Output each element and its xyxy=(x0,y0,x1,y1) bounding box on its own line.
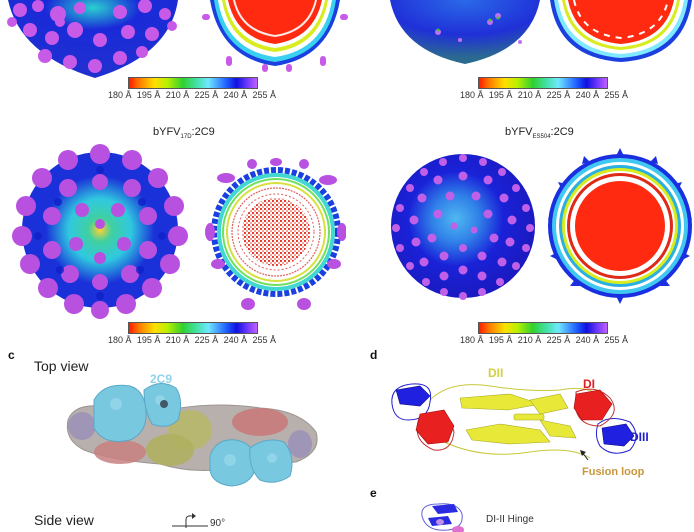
title-suffix: :2C9 xyxy=(550,126,574,138)
byfv-es504-colorbar-ticks: 180 Å 195 Å 210 Å 225 Å 240 Å 255 Å xyxy=(460,335,628,345)
tick: 240 Å xyxy=(575,90,600,100)
byfv-es504-surface-map xyxy=(388,146,538,306)
row1-right-colorbar xyxy=(478,77,608,89)
top-view-label: Top view xyxy=(34,358,89,374)
domain-label-dii: DII xyxy=(488,366,504,380)
row1-right-colorbar-ticks: 180 Å 195 Å 210 Å 225 Å 240 Å 255 Å xyxy=(460,90,628,100)
tick: 225 Å xyxy=(194,90,219,100)
top-view-density-map xyxy=(60,380,322,490)
antibody-2c9-label: 2C9 xyxy=(150,372,173,386)
tick: 195 Å xyxy=(136,335,161,345)
byfv-es504-cross-section xyxy=(546,148,694,304)
row1-left-surface-map xyxy=(0,0,185,80)
hinge-label: DI-II Hinge xyxy=(486,514,534,525)
side-view-label: Side view xyxy=(34,512,94,528)
panel-title-byfv-es504: bYFVES504:2C9 xyxy=(505,126,574,140)
tick: 180 Å xyxy=(460,335,484,345)
byfv-17d-colorbar-ticks: 180 Å 195 Å 210 Å 225 Å 240 Å 255 Å xyxy=(108,335,276,345)
title-main: bYFV xyxy=(505,126,533,138)
e-protein-dimer-ribbon xyxy=(390,380,640,466)
tick: 180 Å xyxy=(108,90,132,100)
tick: 240 Å xyxy=(223,335,248,345)
title-suffix: :2C9 xyxy=(191,126,215,138)
row1-left-colorbar-ticks: 180 Å 195 Å 210 Å 225 Å 240 Å 255 Å xyxy=(108,90,276,100)
tick: 225 Å xyxy=(194,335,219,345)
byfv-17d-surface-map xyxy=(8,140,192,320)
tick: 240 Å xyxy=(575,335,600,345)
byfv-17d-cross-section xyxy=(196,140,346,320)
byfv-es504-colorbar xyxy=(478,322,608,334)
fusion-loop-label: Fusion loop xyxy=(582,466,645,478)
tick: 255 Å xyxy=(604,90,628,100)
tick: 210 Å xyxy=(517,335,542,345)
tick: 210 Å xyxy=(517,90,542,100)
tick: 225 Å xyxy=(546,335,571,345)
tick: 225 Å xyxy=(546,90,571,100)
hinge-ribbon-structure xyxy=(418,502,478,532)
title-subscript: 17D xyxy=(180,134,192,141)
tick: 255 Å xyxy=(252,335,276,345)
tick: 195 Å xyxy=(136,90,161,100)
tick: 255 Å xyxy=(252,90,276,100)
tick: 195 Å xyxy=(488,90,513,100)
panel-letter-e: e xyxy=(370,486,377,500)
domain-label-di: DI xyxy=(583,377,595,391)
tick: 180 Å xyxy=(460,90,484,100)
panel-letter-d: d xyxy=(370,348,378,362)
row1-right-surface-map xyxy=(390,0,540,66)
title-main: bYFV xyxy=(153,126,181,138)
tick: 240 Å xyxy=(223,90,248,100)
tick: 210 Å xyxy=(165,335,190,345)
domain-label-diii: DIII xyxy=(630,430,649,444)
rotation-arrow-icon xyxy=(172,512,208,530)
panel-letter-c: c xyxy=(8,348,15,362)
panel-title-byfv-17d: bYFV17D:2C9 xyxy=(153,126,215,140)
tick: 195 Å xyxy=(488,335,513,345)
row1-right-cross-section xyxy=(548,0,694,64)
tick: 180 Å xyxy=(108,335,132,345)
row1-left-cross-section xyxy=(200,0,350,72)
row1-left-colorbar xyxy=(128,77,258,89)
title-subscript: ES504 xyxy=(532,134,551,141)
tick: 255 Å xyxy=(604,335,628,345)
tick: 210 Å xyxy=(165,90,190,100)
rotation-label: 90° xyxy=(210,518,226,529)
byfv-17d-colorbar xyxy=(128,322,258,334)
